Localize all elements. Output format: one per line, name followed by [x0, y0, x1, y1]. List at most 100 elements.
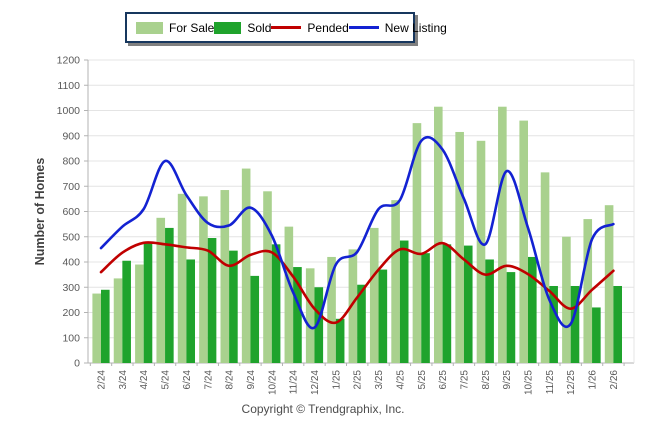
x-tick-label: 2/26	[609, 370, 620, 390]
x-tick-label: 2/25	[353, 370, 364, 390]
x-tick-label: 10/24	[267, 370, 278, 395]
for-sale-bar	[305, 268, 315, 363]
sold-bar	[293, 267, 302, 363]
line-swatch-new-listing	[348, 26, 379, 29]
x-tick-label: 8/25	[481, 370, 492, 390]
y-tick-label: 0	[74, 358, 80, 370]
sold-bar	[101, 289, 110, 363]
for-sale-bar	[156, 217, 166, 363]
y-tick-label: 800	[62, 156, 80, 168]
for-sale-bar	[604, 205, 614, 363]
x-tick-label: 10/25	[524, 370, 535, 395]
x-tick-label: 4/25	[395, 370, 406, 390]
y-axis-title: Number of Homes	[33, 158, 47, 266]
x-tick-label: 7/24	[203, 370, 214, 390]
for-sale-bar	[434, 106, 443, 364]
x-tick-label: 6/25	[438, 370, 449, 390]
x-tick-label: 2/24	[97, 370, 108, 390]
y-tick-label: 1200	[57, 55, 81, 67]
box-swatch-sold	[214, 21, 242, 34]
line-swatch-pended	[271, 26, 302, 29]
x-tick-label: 12/24	[310, 370, 321, 395]
for-sale-bar	[540, 172, 550, 363]
for-sale-bar	[113, 278, 123, 363]
y-tick-label: 700	[62, 181, 80, 193]
sold-bar	[122, 260, 131, 363]
legend-label: New Listing	[384, 20, 447, 35]
for-sale-bar	[519, 120, 528, 363]
sold-bar	[570, 285, 580, 363]
sold-bar	[442, 244, 452, 363]
sold-bar	[143, 243, 153, 363]
sold-bar	[592, 307, 601, 363]
sold-bar	[528, 256, 537, 363]
y-tick-label: 1000	[57, 105, 81, 117]
legend-item-for-sale: For Sale	[136, 21, 214, 35]
legend-item-new-listing: New Listing	[348, 20, 447, 35]
legend-label: Pended	[307, 20, 349, 35]
x-tick-label: 11/25	[545, 370, 556, 395]
y-tick-label: 900	[62, 130, 80, 142]
x-tick-label: 9/25	[502, 370, 513, 390]
y-tick-label: 300	[62, 282, 80, 294]
for-sale-bar	[476, 140, 486, 363]
x-tick-label: 5/25	[417, 370, 428, 390]
x-tick-label: 11/24	[289, 370, 300, 395]
y-tick-label: 1100	[57, 80, 80, 92]
for-sale-bar	[241, 168, 251, 363]
sold-bar	[549, 285, 558, 363]
new-listing-line	[99, 135, 615, 330]
for-sale-bar	[348, 249, 358, 363]
sold-bar	[335, 318, 345, 363]
y-tick-label: 100	[62, 332, 80, 344]
legend-label: For Sale	[169, 20, 215, 35]
y-tick-label: 500	[62, 231, 80, 243]
x-tick-label: 8/24	[225, 370, 236, 390]
for-sale-bar	[455, 131, 464, 363]
for-sale-bar	[583, 219, 593, 363]
x-tick-label: 1/26	[588, 370, 599, 390]
for-sale-bar	[263, 191, 272, 363]
x-tick-label: 12/25	[566, 370, 577, 395]
legend-item-pended: Pended	[271, 20, 349, 35]
x-tick-label: 3/24	[118, 370, 129, 390]
for-sale-bar	[391, 200, 400, 363]
copyright-text: Copyright © Trendgraphix, Inc.	[241, 402, 405, 416]
box-swatch-for-sale	[136, 21, 163, 34]
sold-bar	[399, 240, 409, 363]
x-tick-label: 1/25	[331, 370, 342, 390]
for-sale-bar	[92, 293, 101, 363]
x-tick-label: 4/24	[139, 370, 150, 390]
sold-bar	[463, 245, 473, 363]
for-sale-bar	[177, 193, 187, 363]
x-tick-label: 6/24	[182, 370, 193, 390]
sold-bar	[613, 285, 622, 363]
for-sale-bar	[412, 123, 422, 363]
y-tick-label: 400	[62, 257, 80, 269]
sold-bar	[506, 272, 516, 363]
pended-line	[99, 241, 615, 325]
sold-bar	[250, 275, 260, 363]
x-tick-label: 9/24	[246, 370, 257, 390]
for-sale-bar	[498, 106, 507, 364]
x-tick-label: 5/24	[161, 370, 172, 390]
y-tick-label: 200	[62, 307, 80, 319]
sold-bar	[271, 244, 281, 363]
for-sale-bar	[135, 264, 144, 363]
x-tick-label: 7/25	[459, 370, 470, 390]
x-tick-label: 3/25	[374, 370, 385, 390]
y-tick-label: 600	[62, 206, 80, 218]
legend-item-sold: Sold	[214, 21, 271, 35]
for-sale-bar	[327, 256, 336, 363]
sold-bar	[207, 238, 217, 363]
for-sale-bar	[562, 236, 571, 363]
sold-bar	[314, 287, 324, 363]
sold-bar	[421, 253, 430, 363]
for-sale-bar	[369, 227, 379, 363]
sold-bar	[186, 259, 195, 363]
for-sale-bar	[284, 226, 294, 363]
sold-bar	[378, 269, 388, 363]
legend: For Sale Sold Pended New Listing	[125, 12, 447, 43]
